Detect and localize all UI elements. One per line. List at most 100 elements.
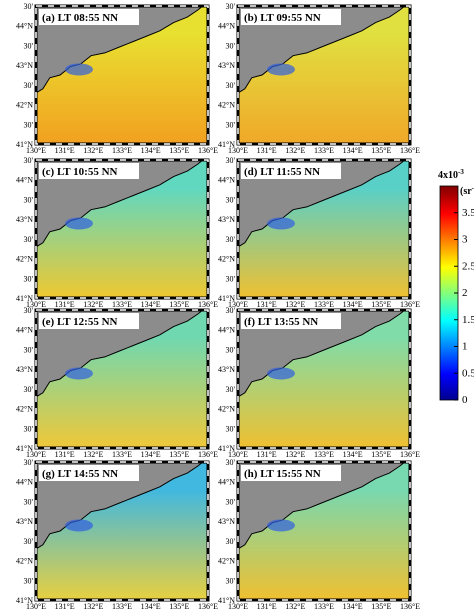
lat-tick-label: 30' — [24, 156, 34, 165]
lon-tick-label: 135°E — [371, 602, 391, 609]
lat-tick-label: 44°N — [16, 478, 33, 487]
panel-label-box — [39, 163, 139, 179]
lon-tick-label: 136°E — [198, 602, 218, 609]
colorbar-tick-label: 2 — [462, 287, 468, 299]
lon-tick-label: 132°E — [285, 602, 305, 609]
lon-tick-label: 135°E — [169, 450, 189, 459]
lat-tick-label: 30' — [24, 345, 34, 354]
lon-tick-label: 133°E — [112, 146, 132, 155]
lon-tick-label: 131°E — [257, 146, 277, 155]
land — [35, 159, 205, 248]
lat-tick-label: 30' — [226, 306, 236, 315]
lon-tick-label: 132°E — [83, 146, 103, 155]
lon-tick-label: 135°E — [169, 602, 189, 609]
lat-tick-label: 30' — [226, 576, 236, 585]
colorbar-tick-label: 3.5 — [462, 207, 474, 219]
lat-tick-label: 43°N — [16, 365, 33, 374]
frame-dash — [237, 309, 411, 449]
lon-tick-label: 131°E — [55, 146, 75, 155]
lat-tick-label: 41°N — [16, 294, 33, 303]
lat-tick-label: 30' — [24, 306, 34, 315]
panel-label-box — [241, 465, 341, 481]
lat-tick-label: 30' — [24, 235, 34, 244]
lon-tick-label: 132°E — [285, 300, 305, 309]
lon-tick-label: 131°E — [55, 300, 75, 309]
lon-tick-label: 132°E — [83, 300, 103, 309]
lat-tick-label: 42°N — [218, 557, 235, 566]
lon-tick-label: 132°E — [285, 450, 305, 459]
frame-dash — [237, 461, 411, 601]
lat-tick-label: 30' — [24, 195, 34, 204]
lat-tick-label: 30' — [24, 424, 34, 433]
lat-tick-label: 43°N — [16, 215, 33, 224]
lat-tick-label: 43°N — [218, 517, 235, 526]
land — [237, 461, 407, 550]
colorbar-unit: (sr-1) — [460, 184, 474, 197]
panel-label: (g) LT 14:55 NN — [42, 468, 118, 480]
panel-label-box — [39, 313, 139, 329]
lon-tick-label: 134°E — [343, 602, 363, 609]
colorbar-tick-label: 2.5 — [462, 260, 474, 272]
bay-feature — [267, 367, 295, 380]
lat-tick-label: 30' — [226, 274, 236, 283]
lon-tick-label: 130°E — [26, 146, 46, 155]
lon-tick-label: 134°E — [141, 602, 161, 609]
bay-feature — [65, 367, 93, 380]
panel-label-box — [241, 313, 341, 329]
lon-tick-label: 133°E — [314, 450, 334, 459]
lon-tick-label: 133°E — [112, 300, 132, 309]
lat-tick-label: 41°N — [218, 444, 235, 453]
panel-label: (f) LT 13:55 NN — [244, 316, 318, 328]
lat-tick-label: 42°N — [218, 255, 235, 264]
panel-label: (c) LT 10:55 NN — [42, 166, 118, 178]
lon-tick-label: 131°E — [257, 602, 277, 609]
frame-dash — [35, 159, 209, 299]
lat-tick-label: 41°N — [16, 140, 33, 149]
lat-tick-label: 30' — [24, 81, 34, 90]
lon-tick-label: 135°E — [371, 146, 391, 155]
lon-tick-label: 136°E — [198, 450, 218, 459]
lat-tick-label: 30' — [24, 385, 34, 394]
lon-tick-label: 134°E — [141, 450, 161, 459]
lon-tick-label: 130°E — [26, 602, 46, 609]
lat-tick-label: 30' — [24, 120, 34, 129]
frame-dash — [35, 5, 209, 145]
lon-tick-label: 131°E — [55, 450, 75, 459]
bay-feature — [65, 217, 93, 230]
lat-tick-label: 44°N — [218, 478, 235, 487]
lon-tick-label: 134°E — [343, 450, 363, 459]
colorbar-scale: 4x10-3 — [438, 168, 464, 181]
lon-tick-label: 133°E — [112, 450, 132, 459]
lat-tick-label: 30' — [226, 235, 236, 244]
bay-feature — [267, 217, 295, 230]
lon-tick-label: 131°E — [257, 450, 277, 459]
panel-label: (b) LT 09:55 NN — [244, 12, 321, 24]
lat-tick-label: 41°N — [16, 596, 33, 605]
lat-tick-label: 42°N — [16, 255, 33, 264]
unit: (sr — [460, 186, 472, 197]
lon-tick-label: 136°E — [400, 300, 420, 309]
land — [237, 5, 407, 94]
lat-tick-label: 43°N — [218, 365, 235, 374]
lat-tick-label: 30' — [226, 385, 236, 394]
lat-tick-label: 44°N — [16, 326, 33, 335]
lon-tick-label: 130°E — [228, 300, 248, 309]
lat-tick-label: 30' — [24, 576, 34, 585]
lat-tick-label: 30' — [24, 458, 34, 467]
lon-tick-label: 136°E — [198, 146, 218, 155]
lon-tick-label: 134°E — [343, 300, 363, 309]
scale-exp: -3 — [458, 168, 464, 176]
panel-label-box — [39, 9, 139, 25]
lat-tick-label: 30' — [24, 537, 34, 546]
panel-label-box — [241, 163, 341, 179]
lon-tick-label: 134°E — [141, 300, 161, 309]
lon-tick-label: 135°E — [371, 300, 391, 309]
lat-tick-label: 41°N — [218, 140, 235, 149]
lon-tick-label: 131°E — [257, 300, 277, 309]
lat-tick-label: 30' — [226, 2, 236, 11]
lat-tick-label: 43°N — [16, 61, 33, 70]
lat-tick-label: 42°N — [16, 557, 33, 566]
lon-tick-label: 135°E — [169, 300, 189, 309]
lon-tick-label: 130°E — [228, 146, 248, 155]
lon-tick-label: 136°E — [400, 146, 420, 155]
